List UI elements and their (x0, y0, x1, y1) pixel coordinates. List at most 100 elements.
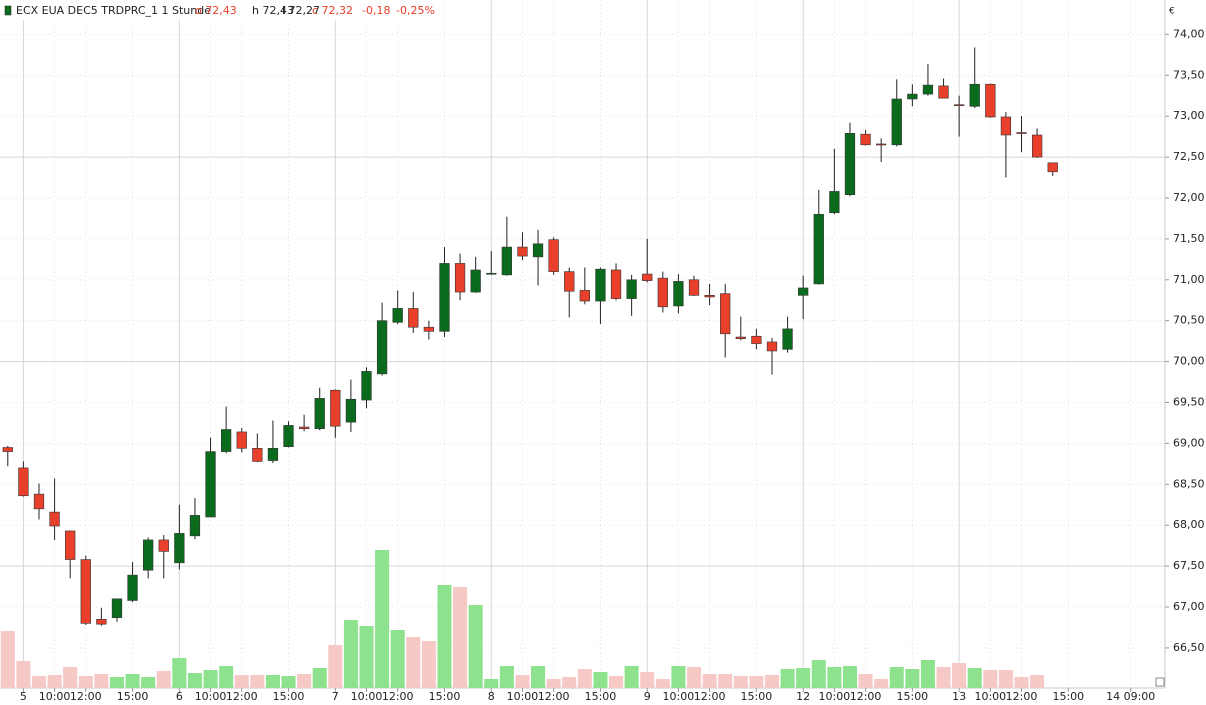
volume-bar (733, 676, 748, 688)
volume-bar (63, 667, 78, 688)
candle-body (844, 133, 856, 196)
x-tick-label: 12:00 (1006, 690, 1038, 703)
x-tick-label: 10:00 (663, 690, 695, 703)
candle-body (766, 341, 778, 352)
volume-bar (297, 674, 312, 688)
candle-body (642, 273, 653, 281)
volume-bar (390, 630, 405, 688)
header-change: -0,18 (362, 4, 390, 17)
x-tick-label: 15:00 (117, 690, 149, 703)
volume-bar (94, 674, 109, 688)
volume-bar (172, 658, 187, 688)
candle-body (330, 389, 341, 427)
candle-body (454, 263, 466, 293)
resize-icon (1155, 677, 1165, 687)
candle-body (595, 268, 606, 302)
candle-body (361, 371, 372, 401)
volume-bar (531, 666, 546, 688)
candle-body (860, 133, 871, 146)
label-layer: 66,50 67,00 67,50 68,00 68,50 69,00 69,50 70,00… (20, 27, 1205, 703)
volume-bar (281, 676, 296, 688)
volume-bar (312, 668, 327, 688)
candle-body (579, 290, 590, 302)
candle-body (189, 515, 201, 537)
volume-bar (187, 673, 202, 688)
volume-bar (936, 667, 951, 688)
y-tick-label: 69,50 (1173, 395, 1205, 408)
volume-bar (920, 660, 935, 688)
volume-bar (375, 550, 390, 688)
x-tick-label: 12:00 (538, 690, 570, 703)
x-tick-label: 5 (20, 690, 27, 703)
candle-body (143, 539, 154, 571)
candle-body (954, 104, 965, 107)
candle-body (127, 574, 138, 601)
volume-bar (718, 674, 733, 688)
volume-bar (16, 661, 31, 688)
candle-body (985, 83, 996, 118)
candle-body (907, 93, 918, 100)
volume-layer (0, 550, 1045, 688)
candle-body (267, 448, 279, 461)
x-tick-label: 10:00 (974, 690, 1006, 703)
candle-layer (2, 47, 1058, 626)
volume-bar (780, 669, 795, 688)
candle-body (798, 287, 809, 296)
candle-body (205, 451, 216, 518)
header-high: h 72,43 (252, 4, 294, 17)
volume-bar (250, 675, 265, 688)
volume-bar (874, 679, 889, 688)
header-low: l 72,27 (282, 4, 320, 17)
volume-bar (219, 666, 234, 688)
x-tick-label: 12:00 (850, 690, 882, 703)
candle-body (1047, 162, 1058, 173)
volume-bar (437, 585, 452, 688)
candle-body (376, 320, 388, 375)
y-tick-label: 68,50 (1173, 477, 1205, 490)
volume-bar (484, 679, 499, 688)
volume-bar (109, 677, 124, 688)
x-tick-label: 6 (176, 690, 183, 703)
volume-bar (905, 669, 920, 688)
volume-bar (78, 676, 93, 688)
candle-body (829, 191, 840, 213)
volume-bar (842, 666, 857, 688)
volume-bar (468, 605, 483, 688)
candle-body (283, 425, 294, 447)
y-tick-label: 71,00 (1173, 273, 1205, 286)
y-tick-label: 70,00 (1173, 355, 1205, 368)
x-tick-label: 15:00 (1052, 690, 1084, 703)
candle-body (470, 269, 481, 293)
candle-body (49, 511, 60, 527)
x-tick-label: 10:00 (507, 690, 539, 703)
grid (0, 0, 1165, 688)
x-tick-label: 15:00 (741, 690, 773, 703)
y-tick-label: 67,00 (1173, 600, 1205, 613)
candle-body (813, 214, 824, 285)
candle-body (1031, 134, 1043, 158)
candle-body (65, 530, 76, 560)
volume-bar (967, 668, 982, 688)
x-tick-label: 15:00 (896, 690, 928, 703)
candle-body (392, 308, 403, 323)
volume-bar (453, 587, 468, 688)
candle-body (735, 336, 746, 339)
volume-bar (640, 672, 655, 688)
candle-body (938, 85, 949, 99)
volume-bar (609, 676, 624, 688)
volume-bar (686, 667, 702, 688)
volume-bar (1030, 675, 1045, 688)
x-tick-label: 12:00 (70, 690, 102, 703)
volume-bar (827, 667, 842, 688)
candle-body (174, 533, 185, 564)
volume-bar (1014, 677, 1029, 688)
volume-bar (515, 675, 530, 688)
candle-body (345, 398, 357, 423)
candle-body (298, 426, 310, 429)
y-tick-label: 68,00 (1173, 518, 1205, 531)
volume-bar (125, 674, 140, 688)
candle-body (517, 246, 528, 257)
header-icon (4, 5, 12, 16)
candle-body (96, 618, 107, 625)
